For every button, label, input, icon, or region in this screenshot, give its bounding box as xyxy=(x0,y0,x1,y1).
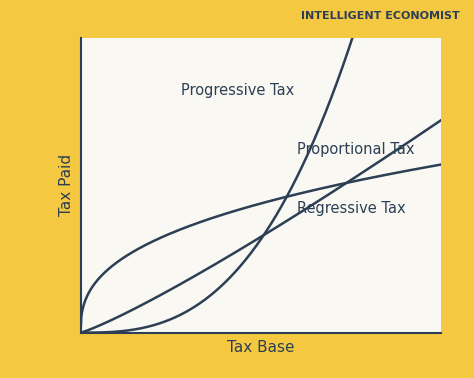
Y-axis label: Tax Paid: Tax Paid xyxy=(59,154,73,216)
Text: Regressive Tax: Regressive Tax xyxy=(297,201,405,216)
Text: INTELLIGENT ECONOMIST: INTELLIGENT ECONOMIST xyxy=(301,11,460,21)
Text: Progressive Tax: Progressive Tax xyxy=(182,84,295,98)
X-axis label: Tax Base: Tax Base xyxy=(227,339,294,355)
Text: Proportional Tax: Proportional Tax xyxy=(297,143,414,157)
